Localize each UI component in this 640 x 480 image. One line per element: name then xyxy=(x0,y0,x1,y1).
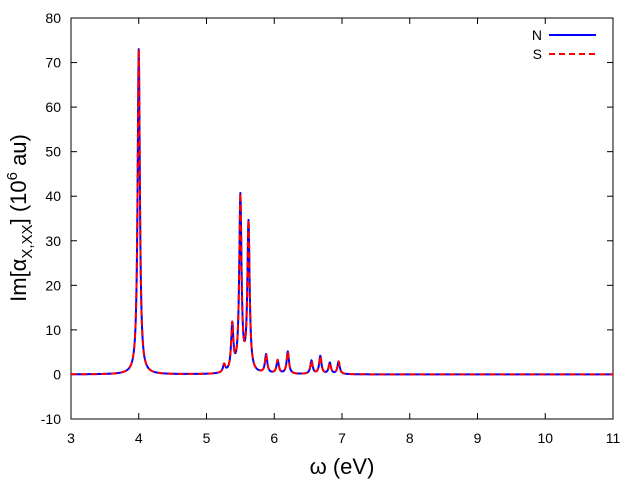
x-tick-label: 7 xyxy=(338,430,346,446)
y-label-middle: ] (10 xyxy=(6,180,31,224)
y-label-superscript: 6 xyxy=(4,172,21,180)
legend-label-s: S xyxy=(533,46,542,62)
y-tick-label: 40 xyxy=(45,188,61,204)
x-tick-label: 11 xyxy=(606,430,621,446)
x-tick-label: 6 xyxy=(270,430,278,446)
y-label-prefix: Im[α xyxy=(6,258,31,302)
y-label-suffix: au) xyxy=(6,134,31,172)
y-tick-label: -10 xyxy=(41,411,61,427)
x-tick-label: 3 xyxy=(67,430,75,446)
legend-label-n: N xyxy=(532,27,542,43)
plot-frame xyxy=(70,17,614,420)
x-tick-label: 4 xyxy=(135,430,143,446)
legend: N S xyxy=(532,27,596,62)
x-tick-label: 10 xyxy=(537,430,553,446)
x-tick-label: 9 xyxy=(474,430,482,446)
y-axis-label: Im[αX,XX] (106 au) xyxy=(4,134,36,302)
y-tick-label: 80 xyxy=(45,10,61,26)
series-line-s xyxy=(70,48,614,376)
series-line-n xyxy=(70,48,614,376)
y-label-subscript: X,XX xyxy=(19,224,36,258)
y-tick-label: 20 xyxy=(45,277,61,293)
x-tick-label: 5 xyxy=(203,430,211,446)
axis-ticks: 3 4 5 6 7 8 9 10 11 -10 0 10 20 30 40 50 60 70 80 xyxy=(41,10,621,446)
y-tick-label: 0 xyxy=(53,366,61,382)
y-tick-label: 60 xyxy=(45,99,61,115)
y-tick-label: 70 xyxy=(45,55,61,71)
x-tick-label: 8 xyxy=(406,430,414,446)
series-layer xyxy=(70,48,614,376)
y-tick-label: 10 xyxy=(45,322,61,338)
x-axis-label: ω (eV) xyxy=(310,454,375,479)
y-tick-label: 50 xyxy=(45,144,61,160)
y-tick-label: 30 xyxy=(45,233,61,249)
